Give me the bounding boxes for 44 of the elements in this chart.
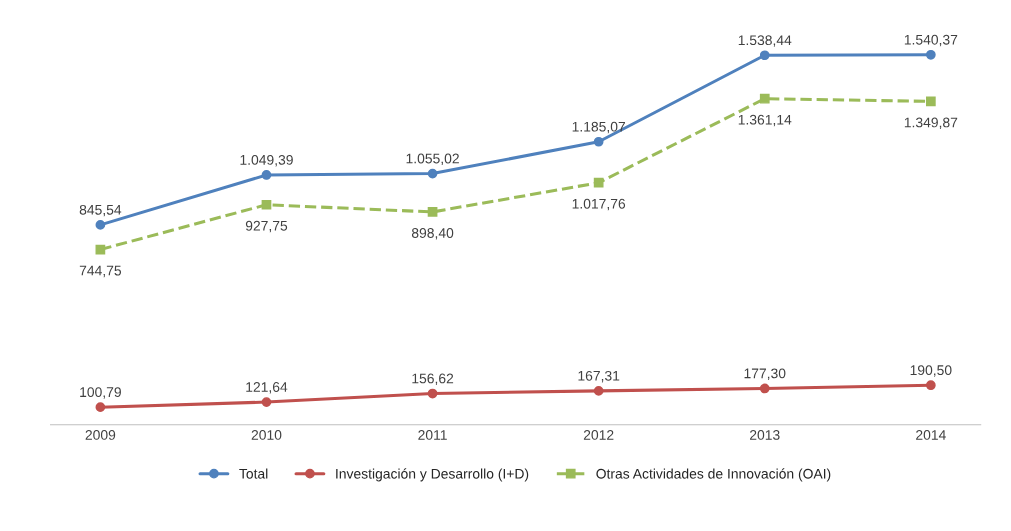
point (427, 207, 438, 217)
legend-label: Total (239, 468, 268, 479)
data-label: 100,79 (80, 387, 121, 399)
point (427, 168, 438, 179)
point (925, 380, 936, 391)
legend-label: Investigación y Desarrollo (I+D) (336, 468, 529, 482)
point (925, 49, 936, 60)
point (593, 177, 604, 188)
point (925, 96, 936, 107)
data-label: 1.185,07 (572, 121, 625, 134)
data-label: 927,75 (245, 220, 288, 233)
data-label: 156,62 (412, 373, 454, 385)
point (759, 50, 770, 61)
data-label: 1.361,14 (738, 114, 792, 127)
point (261, 397, 272, 407)
point (427, 388, 438, 399)
point (593, 136, 604, 147)
data-label: 121,64 (246, 382, 288, 394)
data-label: 167,31 (578, 370, 620, 383)
data-label: 1.349,87 (904, 117, 958, 130)
point (95, 220, 106, 230)
data-label: 177,30 (744, 368, 786, 380)
point (759, 93, 770, 104)
x-tick-label: 2009 (85, 430, 116, 440)
x-tick-label: 2014 (916, 430, 946, 440)
point (95, 402, 106, 413)
point (261, 170, 272, 180)
point (593, 386, 604, 396)
point (261, 199, 272, 210)
point (759, 383, 770, 394)
data-label: 190,50 (910, 365, 952, 377)
data-label: 1.055,02 (406, 153, 459, 166)
data-label: 845,54 (79, 204, 122, 217)
data-label: 1.538,44 (738, 35, 792, 47)
data-label: 744,75 (79, 265, 122, 278)
legend-label: Otras Actividades de Innovación (OAI) (596, 468, 831, 482)
x-tick-label: 2011 (418, 430, 447, 440)
data-label: 898,40 (411, 228, 454, 240)
data-label: 1.017,76 (572, 198, 626, 211)
x-tick-label: 2012 (583, 430, 614, 440)
data-label: 1.049,39 (240, 154, 293, 167)
x-tick-label: 2013 (750, 430, 780, 440)
data-label: 1.540,37 (904, 34, 958, 47)
x-tick-label: 2010 (251, 430, 282, 440)
